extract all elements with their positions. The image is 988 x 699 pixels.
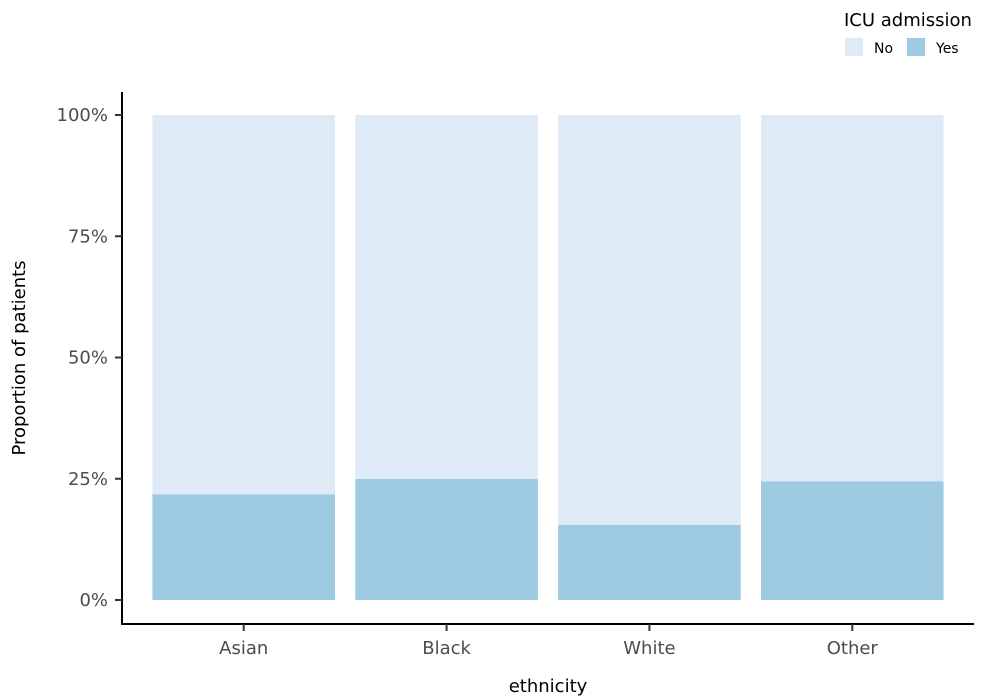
bar-other-no	[761, 115, 944, 482]
legend-key-no	[845, 38, 863, 56]
y-tick-label: 25%	[68, 469, 108, 490]
bar-other-yes	[761, 481, 944, 600]
bar-white-no	[558, 115, 741, 525]
legend-key-yes	[907, 38, 925, 56]
y-tick-label: 100%	[57, 105, 108, 126]
x-axis-ticks: Asian Black White Other	[219, 624, 878, 659]
x-tick-label: Other	[827, 638, 879, 659]
x-axis-title: ethnicity	[509, 676, 588, 697]
x-tick-label: White	[623, 638, 675, 659]
bar-asian-yes	[152, 494, 335, 600]
y-axis-ticks: 0% 25% 50% 75% 100%	[57, 105, 122, 611]
y-tick-label: 50%	[68, 348, 108, 369]
bar-asian-no	[152, 115, 335, 495]
legend-label-yes: Yes	[935, 41, 959, 57]
bars-layer	[152, 115, 944, 600]
bar-black-no	[355, 115, 538, 479]
bar-black-yes	[355, 478, 538, 600]
legend: ICU admission No Yes	[844, 10, 972, 57]
bar-white-yes	[558, 524, 741, 600]
legend-label-no: No	[874, 41, 893, 57]
y-axis-title: Proportion of patients	[9, 260, 30, 455]
y-tick-label: 75%	[68, 226, 108, 247]
legend-title: ICU admission	[844, 10, 972, 31]
x-tick-label: Black	[422, 638, 471, 659]
y-tick-label: 0%	[79, 590, 108, 611]
x-tick-label: Asian	[219, 638, 268, 659]
